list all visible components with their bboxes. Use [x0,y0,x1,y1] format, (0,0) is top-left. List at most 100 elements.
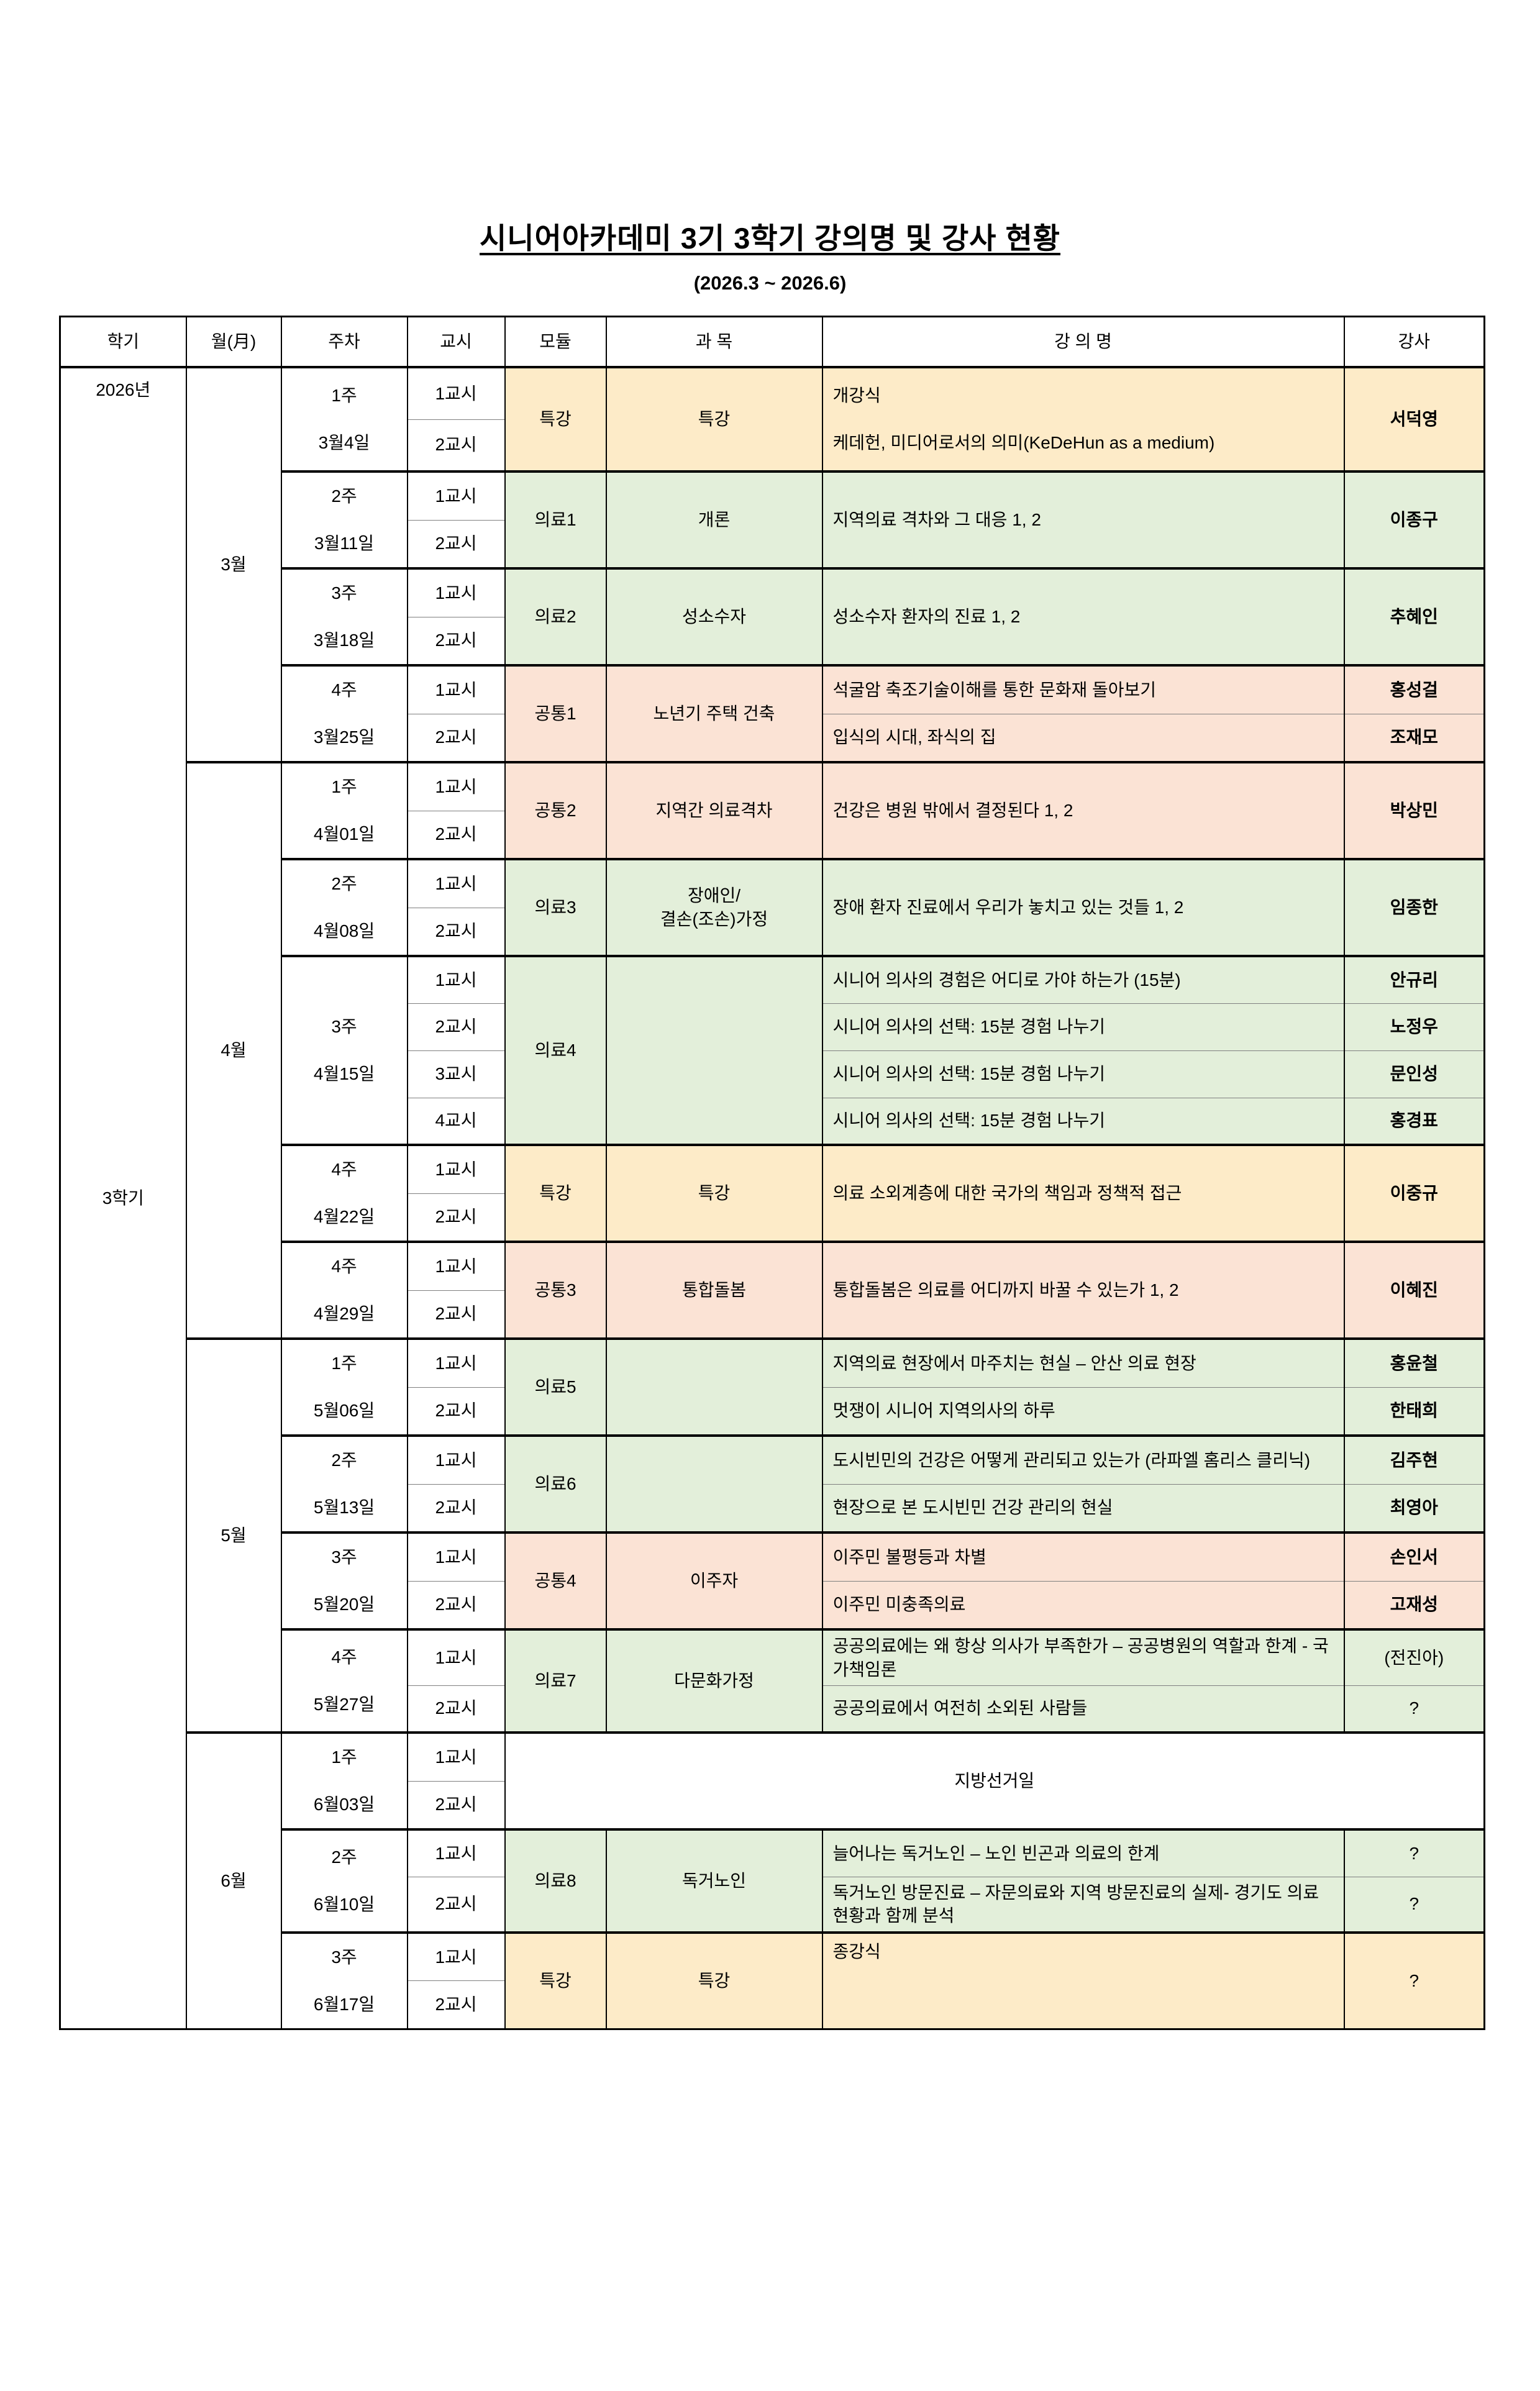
week-label: 2주 [331,874,357,894]
week-date: 4월01일 [313,824,375,844]
instructor-cell: ? [1343,1931,1485,2029]
period-cell: 1교시 [406,1531,506,1581]
week-label: 2주 [331,486,357,506]
header-lecture: 강 의 명 [821,316,1345,368]
module-cell: 의료8 [504,1828,607,1933]
period-cell: 3교시 [406,1050,506,1098]
week-date: 6월17일 [313,1995,375,2015]
header-month: 월(月) [185,316,282,368]
period-cell: 1교시 [406,1337,506,1387]
period-row: 4주 4월22일 1교시 특강 특강 의료 소외계층에 대한 국가의 책임과 정책적 접근… [60,1144,1485,1242]
period-cell: 1교시 [406,1144,506,1193]
week-date: 5월20일 [313,1595,375,1614]
period-cell: 2교시 [406,1003,506,1050]
instructor-cell: 홍윤철 [1343,1337,1485,1387]
module-cell: 공통1 [504,664,607,762]
week-date: 6월10일 [313,1895,375,1915]
week-date: 5월13일 [313,1498,375,1518]
period-row: 4월 1주 4월01일 1교시 공통2 지역간 의료격차 건강은 병원 밖에서 결정된다 1… [60,761,1485,1339]
module-cell: 특강 [504,1144,607,1242]
instructor-cell: 안규리 [1343,955,1485,1003]
lecture-title: 시니어 의사의 선택: 15분 경험 나누기 [832,1017,1105,1037]
week-cell: 4주 3월25일 [280,664,408,762]
week-cell: 1주 4월01일 [280,761,408,859]
subject-cell: 통합돌봄 [605,1241,823,1339]
period-cell: 1교시 [406,664,506,714]
module-cell: 공통3 [504,1241,607,1339]
lecture-cell: 늘어나는 독거노인 – 노인 빈곤과 의료의 한계 [821,1828,1345,1877]
month-cell: 6월 [185,1731,282,2029]
subject-cell: 특강 [605,1144,823,1242]
subject-cell [605,1434,823,1533]
lecture-cell: 석굴암 축조기술이해를 통한 문화재 돌아보기 [821,664,1345,714]
period-cell: 2교시 [406,810,506,859]
week-date: 4월15일 [313,1064,375,1084]
period-cell: 2교시 [406,907,506,956]
period-row: 3주 5월20일 1교시 공통4 이주자 이주민 불평등과 차별 손인서 [60,1531,1485,1629]
instructor-cell: (전진아) [1343,1628,1485,1686]
header-semester: 학기 [59,316,187,368]
module-cell: 공통4 [504,1531,607,1629]
lecture-title: 케데헌, 미디어로서의 의미(KeDeHun as a medium) [832,433,1215,453]
period-row: 4주 4월29일 1교시 공통3 통합돌봄 통합돌봄은 의료를 어디까지 바꿀 수 있는가… [60,1241,1485,1339]
semester-label: 3학기 [102,1188,144,1208]
year-label: 2026년 [96,380,151,399]
lecture-title: 늘어나는 독거노인 – 노인 빈곤과 의료의 한계 [832,1843,1160,1863]
week-date: 6월03일 [313,1795,375,1815]
page-subtitle: (2026.3 ~ 2026.6) [693,272,847,294]
period-row: 2교시 시니어 의사의 선택: 15분 경험 나누기 노정우 [60,1003,1485,1050]
period-cell: 2교시 [406,1193,506,1242]
period-cell: 2교시 [406,1685,506,1733]
lecture-cell: 현장으로 본 도시빈민 건강 관리의 현실 [821,1483,1345,1533]
period-row: 2교시 [60,1780,1485,1830]
week-label: 4주 [331,1160,357,1180]
period-row: 2교시 [60,1193,1485,1242]
period-cell: 2교시 [406,1483,506,1533]
module-cell: 의료5 [504,1337,607,1436]
instructor-cell: 손인서 [1343,1531,1485,1581]
instructor-cell: 이중규 [1343,1144,1485,1242]
week-label: 1주 [331,1747,357,1767]
period-cell: 1교시 [406,1731,506,1782]
period-row: 3주 6월17일 1교시 특강 특강 종강식? [60,1931,1485,2029]
week-label: 3주 [331,1947,357,1967]
period-row: 2교시 이주민 미충족의료 고재성 [60,1580,1485,1629]
period-cell: 2교시 [406,1290,506,1339]
header-period: 교시 [406,316,506,368]
week-cell: 4주 4월22일 [280,1144,408,1242]
period-cell: 2교시 [406,1387,506,1436]
period-row: 2주 5월13일 1교시 의료6 도시빈민의 건강은 어떻게 관리되고 있는가 (라파엘… [60,1434,1485,1533]
lecture-title: 종강식 [832,1942,881,1962]
instructor-cell: 조재모 [1343,713,1485,762]
lecture-cell: 건강은 병원 밖에서 결정된다 1, 2 [821,761,1345,859]
lecture-cell: 통합돌봄은 의료를 어디까지 바꿀 수 있는가 1, 2 [821,1241,1345,1339]
lecture-title: 독거노인 방문진료 – 자문의료와 지역 방문진료의 실제- 경기도 의료현황과… [832,1882,1319,1926]
lecture-cell: 종강식 [821,1931,1345,2029]
lecture-title: 공공의료에는 왜 항상 의사가 부족한가 – 공공병원의 역할과 한계 - 국가… [832,1636,1329,1679]
period-row: 2교시 [60,1290,1485,1339]
period-row: 4교시 시니어 의사의 선택: 15분 경험 나누기 홍경표 [60,1097,1485,1145]
lecture-cell: 멋쟁이 시니어 지역의사의 하루 [821,1387,1345,1436]
subject-cell: 지역간 의료격차 [605,761,823,859]
instructor-cell: 서덕영 [1343,366,1485,471]
period-row: 3교시 시니어 의사의 선택: 15분 경험 나누기 문인성 [60,1050,1485,1098]
week-date: 3월25일 [313,727,375,747]
instructor-cell: 고재성 [1343,1580,1485,1629]
period-cell: 2교시 [406,1876,506,1933]
period-row: 2교시 현장으로 본 도시빈민 건강 관리의 현실 최영아 [60,1483,1485,1533]
period-cell: 1교시 [406,366,506,419]
week-date: 4월29일 [313,1304,375,1324]
subject-cell: 개론 [605,470,823,568]
week-label: 4주 [331,1257,357,1277]
period-row: 2주 3월11일 1교시 의료1 개론 지역의료 격차와 그 대응 1, 2 이종구 [60,470,1485,568]
month-cell: 5월 [185,1337,282,1733]
lecture-title: 지역의료 격차와 그 대응 1, 2 [832,510,1041,530]
week-date: 3월11일 [314,534,375,553]
lecture-title: 시니어 의사의 선택: 15분 경험 나누기 [832,1111,1105,1131]
period-row: 2교시 멋쟁이 시니어 지역의사의 하루 한태희 [60,1387,1485,1436]
lecture-title: 이주민 미충족의료 [832,1595,966,1614]
week-cell: 1주 3월4일 [280,366,408,471]
week-cell: 3주 5월20일 [280,1531,408,1629]
period-cell: 1교시 [406,1931,506,1981]
period-row: 2교시 독거노인 방문진료 – 자문의료와 지역 방문진료의 실제- 경기도 의료… [60,1876,1485,1933]
